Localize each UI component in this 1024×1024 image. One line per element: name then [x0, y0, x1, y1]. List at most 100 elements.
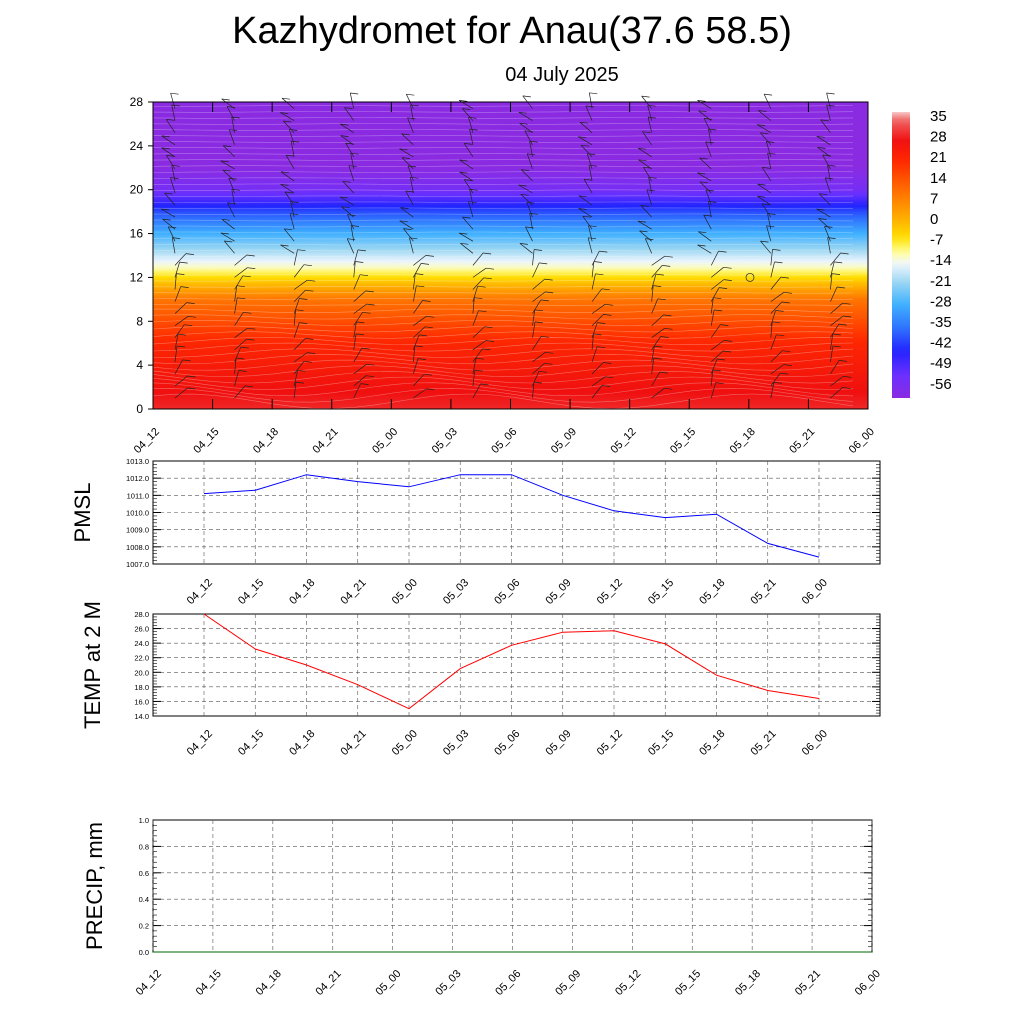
wind-barb: [222, 145, 235, 158]
wind-barb-flag: [424, 326, 434, 329]
wind-barb: [174, 345, 178, 362]
wind-barb: [583, 179, 593, 194]
wind-barb: [468, 201, 474, 218]
wind-barb-flag: [307, 279, 316, 282]
wind-barb: [651, 265, 663, 278]
wind-barb-flag: [161, 147, 170, 150]
wind-barb-flag: [460, 242, 469, 245]
wind-barb-flag: [545, 351, 554, 354]
wind-barb: [234, 297, 238, 314]
wind-barb-flag: [478, 310, 487, 313]
wind-barb: [532, 382, 535, 399]
wind-barb: [174, 316, 189, 326]
y-tick-label: 16.0: [134, 697, 149, 706]
wind-barb: [413, 388, 427, 399]
contour-line: [152, 147, 854, 149]
wind-barb-flag: [816, 208, 825, 211]
wind-barb-flag: [355, 261, 364, 263]
wind-barb-flag: [222, 169, 231, 172]
wind-barb-flag: [303, 360, 313, 363]
wind-barb: [410, 104, 414, 121]
wind-barb-flag: [246, 254, 255, 257]
wind-barb: [161, 147, 176, 158]
wind-barb: [353, 312, 363, 326]
wind-barb: [472, 267, 487, 278]
wind-barb: [816, 208, 831, 218]
wind-barb-flag: [281, 97, 291, 100]
wind-barb: [284, 191, 295, 206]
contour-line: [152, 195, 854, 197]
wind-barb: [826, 92, 831, 109]
wind-barb-flag: [284, 228, 293, 231]
wind-barb: [463, 143, 474, 157]
wind-barb: [637, 220, 652, 230]
wind-barb-flag: [237, 297, 246, 300]
wind-barb: [339, 196, 354, 206]
wind-barb: [591, 385, 603, 399]
wind-barb: [763, 93, 772, 109]
wind-barb: [340, 123, 354, 133]
contour-line: [152, 243, 854, 246]
wind-barb-flag: [406, 93, 415, 96]
wind-barb-flag: [593, 333, 602, 336]
wind-barb-flag: [660, 336, 669, 338]
wind-barb: [472, 383, 481, 399]
contour-line: [152, 337, 854, 346]
wind-barb-flag: [597, 322, 606, 324]
wind-barb-flag: [229, 129, 238, 132]
wind-barb: [710, 309, 715, 326]
wind-barb-flag: [295, 309, 304, 312]
wind-barb-flag: [483, 277, 492, 280]
wind-barb-flag: [284, 191, 293, 194]
wind-barb: [283, 120, 295, 133]
wind-barb: [353, 274, 361, 290]
wind-barb-flag: [161, 208, 170, 211]
wind-barb-flag: [697, 244, 706, 247]
wind-barb: [711, 279, 725, 290]
wind-barb-flag: [664, 387, 673, 390]
wind-barb: [818, 218, 831, 230]
wind-barb-flag: [664, 327, 673, 330]
y-tick-label: 20.0: [134, 668, 149, 677]
wind-barb: [532, 352, 546, 363]
wind-barb: [529, 141, 533, 157]
wind-barb: [293, 279, 308, 290]
wind-barb: [532, 299, 542, 314]
wind-barb: [760, 132, 772, 146]
wind-barb-flag: [405, 190, 414, 193]
wind-barb-flag: [289, 129, 298, 131]
wind-barb-flag: [526, 201, 535, 204]
wind-barb: [651, 358, 655, 374]
x-tick-label: 05_21: [793, 968, 823, 998]
wind-barb: [345, 142, 355, 157]
wind-barb-flag: [246, 338, 255, 341]
x-tick-label: 05_12: [613, 968, 643, 998]
y-tick-label: 0.2: [139, 922, 149, 931]
wind-barb: [174, 261, 180, 278]
wind-barb-flag: [589, 92, 598, 95]
wind-barb: [591, 314, 604, 326]
wind-barb: [353, 347, 363, 363]
wind-barb-flag: [474, 297, 483, 300]
wind-barb: [290, 201, 295, 218]
contour-line: [152, 393, 854, 409]
wind-barb: [353, 249, 359, 266]
wind-barb-flag: [340, 123, 349, 126]
wind-barb-flag: [705, 189, 714, 192]
wind-barb-flag: [469, 128, 478, 131]
wind-barb: [520, 169, 533, 182]
x-tick-label: 05_21: [749, 728, 779, 758]
wind-barb-flag: [712, 369, 721, 372]
wind-barb-flag: [240, 346, 249, 349]
x-tick-label: 05_18: [728, 426, 758, 456]
wind-barb: [710, 324, 721, 338]
wind-barb-flag: [340, 135, 349, 137]
wind-barb-flag: [639, 230, 648, 233]
wind-barb-flag: [415, 273, 424, 275]
wind-barb-flag: [772, 249, 781, 251]
wind-barb-flag: [642, 131, 651, 134]
wind-barb: [830, 333, 834, 350]
wind-barb-flag: [539, 262, 548, 265]
wind-barb: [710, 369, 714, 387]
contour-line: [152, 129, 854, 131]
